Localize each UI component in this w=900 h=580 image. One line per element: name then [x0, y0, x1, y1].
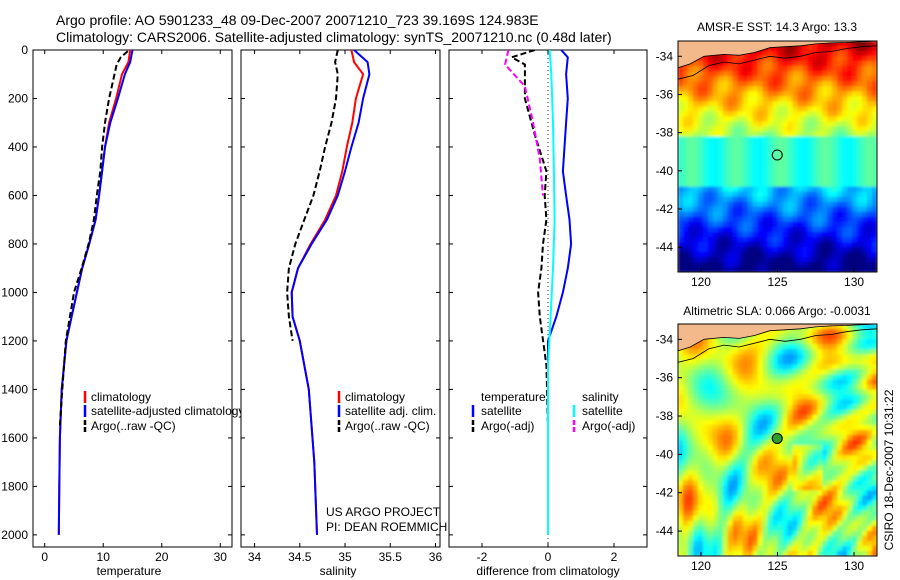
y-tick-label: -44	[656, 240, 674, 254]
legend-label-temp-argo: Argo(-adj)	[481, 419, 534, 433]
land-mass	[678, 41, 877, 69]
y-tick-label: 600	[8, 188, 28, 202]
y-tick-label: -42	[656, 486, 674, 500]
shelf-contour	[678, 45, 877, 80]
x-tick-label: 0	[545, 550, 552, 564]
x-tick-label: 30	[214, 550, 228, 564]
salinity-series	[286, 50, 371, 535]
x-tick-label: 10	[97, 550, 111, 564]
sla-map-ticks: 120 125 130 -34 -36 -38 -40 -42 -44	[656, 332, 865, 573]
legend-label-satellite: satellite-adjusted climatology	[91, 404, 244, 418]
legend-label-argo: Argo(..raw -QC)	[345, 419, 430, 433]
sla-map-panel: Altimetric SLA: 0.066 Argo: -0.0031 120 1…	[656, 304, 878, 573]
y-tick-label: 200	[8, 91, 28, 105]
series-line-argo-raw-qc-	[58, 50, 129, 426]
salinity-xlabel: salinity	[320, 564, 357, 578]
y-tick-label: 1000	[1, 285, 28, 299]
x-tick-label: 130	[844, 559, 864, 573]
difference-xlabel: difference from climatology	[476, 564, 619, 578]
timestamp-stamp: CSIRO 18-Dec-2007 10:31:22	[882, 389, 896, 550]
series-line-temperature-argo-adj-	[510, 50, 549, 426]
legend-label-sal-satellite: satellite	[582, 404, 623, 418]
x-tick-label: 130	[844, 275, 864, 289]
y-tick-label: -36	[656, 87, 674, 101]
difference-legend: temperature satellite Argo(-adj) salinit…	[471, 390, 635, 433]
temperature-legend: climatology satellite-adjusted climatolo…	[83, 390, 244, 433]
land-mass	[678, 324, 877, 352]
legend-label-argo: Argo(..raw -QC)	[91, 419, 176, 433]
x-tick-label: 36	[429, 550, 443, 564]
temperature-axis-ticks: 0 200 400 600 800 1000 1200 1400 1600 1800 2000 0 10…	[1, 43, 232, 564]
x-tick-label: 35	[338, 550, 352, 564]
y-tick-label: -44	[656, 524, 674, 538]
legend-label-climatology: climatology	[91, 390, 151, 404]
x-tick-label: 2	[611, 550, 618, 564]
difference-series	[504, 50, 573, 535]
temperature-xlabel: temperature	[97, 564, 162, 578]
salinity-axis-ticks: 34 34.5 35 35.5 36	[241, 49, 443, 564]
y-tick-label: -38	[656, 126, 674, 140]
series-line-argo-raw-qc-	[286, 50, 339, 342]
sla-map-title: Altimetric SLA: 0.066 Argo: -0.0031	[683, 304, 871, 318]
series-line-satellite-adj-clim-	[290, 50, 371, 535]
y-tick-label: -36	[656, 371, 674, 385]
y-tick-label: 1800	[1, 479, 28, 493]
salinity-legend: climatology satellite adj. clim. Argo(..…	[337, 390, 436, 433]
temperature-panel: 0 200 400 600 800 1000 1200 1400 1600 1800 2000 0 10…	[1, 43, 244, 578]
y-tick-label: 0	[21, 43, 28, 57]
y-tick-label: -34	[656, 49, 674, 63]
credit-pi: PI: DEAN ROEMMICH	[326, 520, 447, 534]
sla-map-field	[678, 324, 877, 556]
series-line-salinity-satellite	[547, 50, 556, 535]
sst-map-field	[678, 41, 877, 272]
temperature-axes-frame	[32, 49, 233, 548]
legend-label-satellite: satellite adj. clim.	[345, 404, 436, 418]
y-tick-label: 2000	[1, 528, 28, 542]
argo-position-marker	[771, 149, 783, 161]
difference-panel: -2 0 2 difference from climatology tempera…	[448, 49, 648, 578]
y-tick-label: -38	[656, 409, 674, 423]
figure-title-line1: Argo profile: AO 5901233_48 09-Dec-2007 …	[56, 12, 539, 28]
y-tick-label: 1200	[1, 334, 28, 348]
sst-map-title: AMSR-E SST: 14.3 Argo: 13.3	[697, 20, 857, 34]
y-tick-label: 400	[8, 140, 28, 154]
x-tick-label: 0	[41, 550, 48, 564]
credit-project: US ARGO PROJECT	[326, 505, 441, 519]
legend-label-climatology: climatology	[345, 390, 405, 404]
x-tick-label: -2	[477, 550, 488, 564]
x-tick-label: 20	[155, 550, 169, 564]
sst-map-panel: AMSR-E SST: 14.3 Argo: 13.3 120 125 130 -34…	[656, 20, 878, 289]
salinity-axes-frame	[240, 49, 441, 548]
x-tick-label: 35.5	[379, 550, 403, 564]
series-line-temperature-satellite	[547, 50, 573, 535]
x-tick-label: 34	[248, 550, 262, 564]
shelf-contour	[678, 328, 877, 363]
y-tick-label: 800	[8, 237, 28, 251]
y-tick-label: -40	[656, 164, 674, 178]
y-tick-label: 1600	[1, 431, 28, 445]
y-tick-label: -40	[656, 447, 674, 461]
x-tick-label: 34.5	[288, 550, 312, 564]
series-line-salinity-argo-adj-	[504, 50, 544, 196]
figure-title-line2: Climatology: CARS2006. Satellite-adjuste…	[56, 29, 612, 45]
y-tick-label: -34	[656, 332, 674, 346]
argo-position-marker	[771, 432, 783, 444]
salinity-panel: 34 34.5 35 35.5 36 salinity climatology sate…	[240, 49, 447, 578]
sst-map-ticks: 120 125 130 -34 -36 -38 -40 -42 -44	[656, 49, 865, 289]
legend-label-sal-argo: Argo(-adj)	[582, 419, 635, 433]
legend-heading-temperature: temperature	[481, 390, 546, 404]
legend-label-temp-satellite: satellite	[481, 404, 522, 418]
y-tick-label: 1400	[1, 382, 28, 396]
temperature-series	[57, 50, 134, 535]
x-tick-label: 120	[691, 275, 711, 289]
x-tick-label: 125	[767, 275, 787, 289]
legend-heading-salinity: salinity	[582, 390, 619, 404]
x-tick-label: 125	[767, 559, 787, 573]
x-tick-label: 120	[691, 559, 711, 573]
y-tick-label: -42	[656, 202, 674, 216]
